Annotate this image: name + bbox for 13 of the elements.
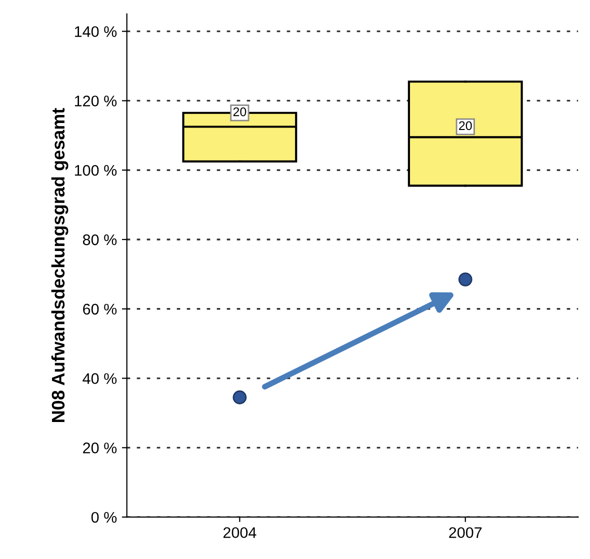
- y-tick-label: 80 %: [82, 234, 117, 246]
- y-tick-label: 20 %: [83, 442, 117, 454]
- y-tick-label: 120 %: [74, 96, 117, 106]
- x-tick-label: 2004: [223, 527, 256, 538]
- y-tick-label: 140 %: [74, 26, 117, 38]
- y-axis-title: N08 Aufwandsdeckungsgrad gesamt: [51, 108, 68, 422]
- y-tick-label: 40 %: [82, 373, 117, 384]
- y-tick-label: 60 %: [83, 304, 117, 315]
- y-tick-label: 0 %: [91, 512, 117, 523]
- y-tick-label: 100 %: [74, 164, 117, 176]
- annotation: 20: [459, 121, 472, 130]
- annotation: 20: [233, 107, 246, 116]
- x-tick-label: 2007: [449, 527, 482, 538]
